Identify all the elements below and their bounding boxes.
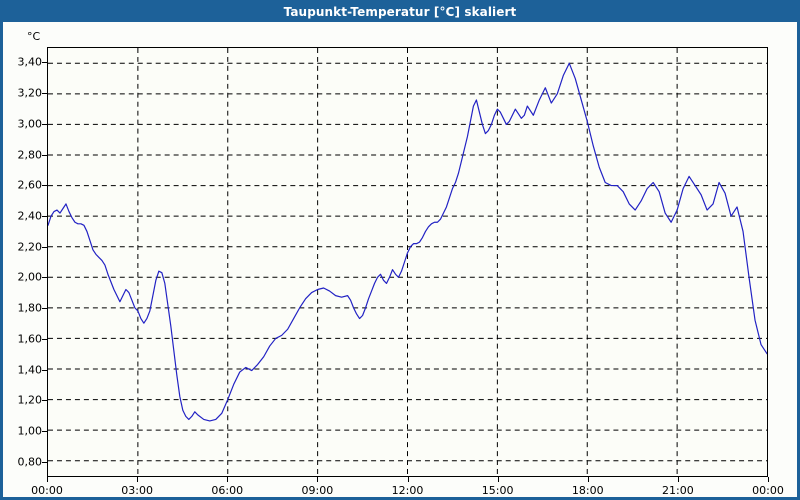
x-tick-label: 18:0007.02.22 [543,483,633,497]
x-axis: 00:0007.02.2203:0007.02.2206:0007.02.220… [3,483,797,497]
y-tick-mark [42,338,47,340]
y-tick-mark [42,185,47,187]
x-tick-label: 03:0007.02.22 [92,483,182,497]
plot-area [47,47,768,477]
y-tick-label: 1,80 [17,301,43,315]
y-tick-mark [42,246,47,248]
y-tick-label: 2,80 [17,148,43,161]
x-tick-time: 03:00 [121,484,153,497]
y-tick-mark [42,93,47,95]
x-tick-mark [677,477,679,482]
y-tick-mark [42,154,47,156]
x-tick-label: 06:0007.02.22 [182,483,272,497]
x-tick-mark [407,477,409,482]
y-tick-label: 2,20 [17,240,43,254]
y-tick-mark [42,277,47,279]
y-tick-label: 1,60 [17,332,43,346]
y-tick-mark [42,369,47,371]
y-tick-label: 1,00 [17,424,43,438]
x-tick-time: 09:00 [301,484,334,497]
x-tick-mark [137,477,139,482]
x-tick-time: 18:00 [571,484,604,497]
y-tick-label: 1,20 [17,393,43,407]
x-tick-label: 15:0007.02.22 [453,483,543,497]
x-tick-time: 00:00 [752,484,784,497]
y-tick-mark [42,461,47,463]
x-tick-label: 00:0008.02.22 [723,483,797,497]
y-tick-label: 2,40 [17,209,43,223]
x-tick-mark [47,477,48,482]
y-tick-label: 0,80 [17,455,43,469]
y-tick-label: 3,00 [17,117,43,131]
x-tick-mark [317,477,319,482]
y-axis-unit-label: °C [27,30,41,43]
y-tick-mark [42,215,47,217]
x-tick-mark [227,477,229,482]
series-path-taupunkt [48,62,767,422]
chart-canvas: °C 0,80 1,00 1,20 1,40 1,60 1,80 2,00 2,20 2,40 2… [3,22,797,497]
y-tick-label: 1,40 [17,363,43,376]
y-tick-mark [42,308,47,310]
page-title: Taupunkt-Temperatur [°C] skaliert [283,5,517,19]
x-axis-ticks [47,477,769,483]
y-tick-mark [42,123,47,125]
y-axis: 0,80 1,00 1,20 1,40 1,60 1,80 2,00 2,20 2,40 2,60… [3,47,43,477]
x-tick-time: 06:00 [211,484,244,497]
x-tick-mark [587,477,589,482]
vertical-gridlines [137,48,678,476]
y-tick-mark [42,62,47,64]
y-tick-label: 2,00 [17,270,43,284]
window-title-bar: Taupunkt-Temperatur [°C] skaliert [3,3,797,22]
x-tick-label: 12:0007.02.22 [363,483,453,497]
x-tick-time: 21:00 [662,484,694,497]
y-tick-label: 2,60 [17,178,43,192]
x-tick-time: 00:00 [31,484,63,497]
x-tick-label: 00:0007.02.22 [3,483,92,497]
x-tick-label: 09:0007.02.22 [272,483,362,497]
x-tick-mark [497,477,499,482]
x-tick-label: 21:0007.02.22 [633,483,723,497]
y-tick-mark [42,400,47,402]
x-tick-time: 15:00 [481,484,514,497]
data-series-line [48,48,767,476]
y-tick-label: 3,20 [17,86,43,100]
y-tick-mark [42,430,47,432]
y-tick-label: 3,40 [17,55,43,69]
x-tick-time: 12:00 [391,484,424,497]
x-tick-mark [768,477,769,482]
